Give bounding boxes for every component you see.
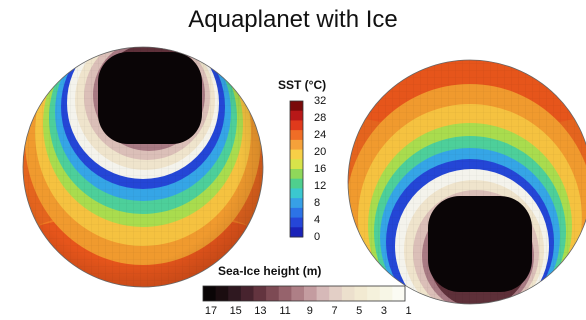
sst-color-swatch — [290, 178, 303, 189]
sea-ice-color-swatch — [266, 286, 280, 301]
sea-ice-color-swatch — [240, 286, 254, 301]
sst-color-swatch — [290, 207, 303, 219]
sea-ice-color-swatch — [379, 286, 393, 301]
sea-ice-colorbar — [202, 285, 406, 302]
sea-ice-color-swatch — [304, 286, 318, 301]
sst-tick-label: 0 — [314, 231, 321, 243]
sea-ice-color-swatch — [316, 286, 330, 301]
sea-ice-color-swatch — [329, 286, 343, 301]
sea-ice-tick-label: 9 — [306, 305, 313, 317]
sst-legend-title: SST (°C) — [278, 78, 327, 92]
sst-tick-label: 24 — [314, 129, 327, 141]
sea-ice-tick-label: 3 — [380, 305, 387, 317]
sea-ice-tick-label: 5 — [356, 305, 363, 317]
sea-ice-tick-label: 17 — [204, 305, 218, 317]
sea-ice-legend-title: Sea-Ice height (m) — [218, 264, 322, 278]
sea-ice-color-swatch — [253, 286, 267, 301]
sea-ice-colorbar-frame — [202, 285, 406, 302]
sea-ice-color-swatch — [341, 286, 355, 301]
sea-ice-color-swatch — [392, 286, 406, 301]
sst-color-swatch — [290, 120, 303, 131]
sst-colorbar-frame — [289, 100, 304, 238]
sst-color-swatch — [290, 227, 303, 238]
sst-tick-label: 28 — [314, 112, 327, 124]
sst-color-swatch — [290, 188, 303, 199]
sea-ice-color-swatch — [278, 286, 292, 301]
sea-ice-color-swatch — [291, 286, 305, 301]
sst-color-swatch — [290, 101, 303, 112]
sst-tick-label: 16 — [314, 163, 327, 175]
figure-title: Aquaplanet with Ice — [188, 6, 398, 33]
sst-color-swatch — [290, 130, 303, 141]
sst-color-swatch — [290, 159, 303, 170]
sst-tick-label: 32 — [314, 95, 327, 107]
sst-color-swatch — [290, 139, 303, 151]
sst-tick-label: 20 — [314, 146, 327, 158]
sst-tick-label: 12 — [314, 180, 327, 192]
sea-ice-color-swatch — [215, 286, 229, 301]
sea-ice-tick-label: 15 — [229, 305, 242, 317]
sst-tick-label: 4 — [314, 214, 321, 226]
sea-ice-color-swatch — [367, 286, 381, 301]
sea-ice-tick-label: 1 — [405, 305, 412, 317]
sst-color-swatch — [290, 110, 303, 121]
sea-ice-color-swatch — [354, 286, 368, 301]
sst-color-swatch — [290, 169, 303, 180]
sea-ice-tick-label: 11 — [279, 305, 291, 317]
sea-ice-tick-label: 13 — [254, 305, 267, 317]
sst-color-swatch — [290, 198, 303, 209]
sst-tick-label: 8 — [314, 197, 321, 209]
globe-south-pole — [347, 59, 586, 305]
sea-ice-tick-label: 7 — [331, 305, 338, 317]
sea-ice-color-swatch — [228, 286, 242, 301]
sea-ice-color-swatch — [203, 286, 217, 301]
sst-color-swatch — [290, 149, 303, 160]
sst-colorbar — [289, 100, 304, 238]
sst-color-swatch — [290, 217, 303, 228]
